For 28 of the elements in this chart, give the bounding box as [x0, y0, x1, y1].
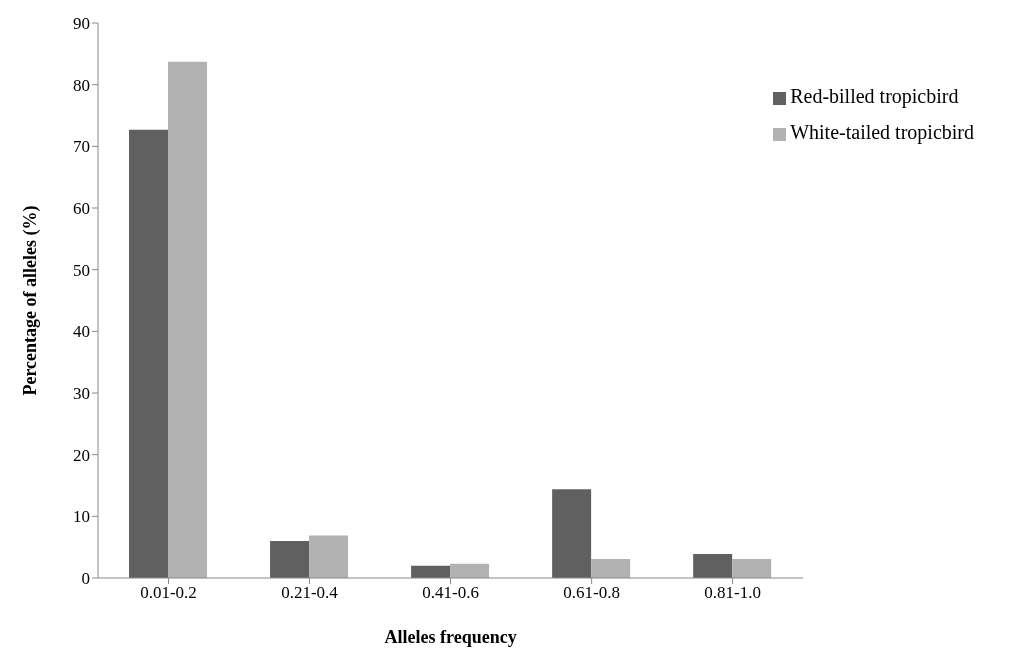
bar [591, 558, 631, 578]
x-axis-title: Alleles frequency [384, 626, 517, 647]
y-tick-label: 60 [73, 199, 90, 219]
x-tick-label: 0.81-1.0 [704, 583, 761, 603]
x-tick-label: 0.61-0.8 [563, 583, 620, 603]
y-axis-title: Percentage of alleles (%) [20, 205, 42, 396]
y-tick-label: 20 [73, 445, 90, 465]
y-tick-label: 0 [81, 569, 90, 589]
bar [450, 563, 490, 578]
y-tick-label: 80 [73, 75, 90, 95]
bar [270, 541, 310, 578]
y-tick-label: 10 [73, 507, 90, 527]
y-tick-label: 90 [73, 14, 90, 34]
bar [168, 61, 208, 578]
x-tick-label: 0.01-0.2 [140, 583, 197, 603]
bar [129, 129, 169, 578]
bar [552, 489, 592, 578]
y-tick-label: 50 [73, 260, 90, 280]
bar [732, 558, 772, 578]
legend-label: Red-billed tropicbird [790, 85, 959, 107]
bar [309, 535, 349, 578]
y-tick-label: 40 [73, 322, 90, 342]
y-tick-label: 30 [73, 384, 90, 404]
x-tick-label: 0.21-0.4 [281, 583, 339, 603]
bar [693, 553, 733, 578]
legend-label: White-tailed tropicbird [790, 121, 974, 143]
y-tick-label: 70 [73, 137, 90, 157]
x-tick-label: 0.41-0.6 [422, 583, 479, 603]
